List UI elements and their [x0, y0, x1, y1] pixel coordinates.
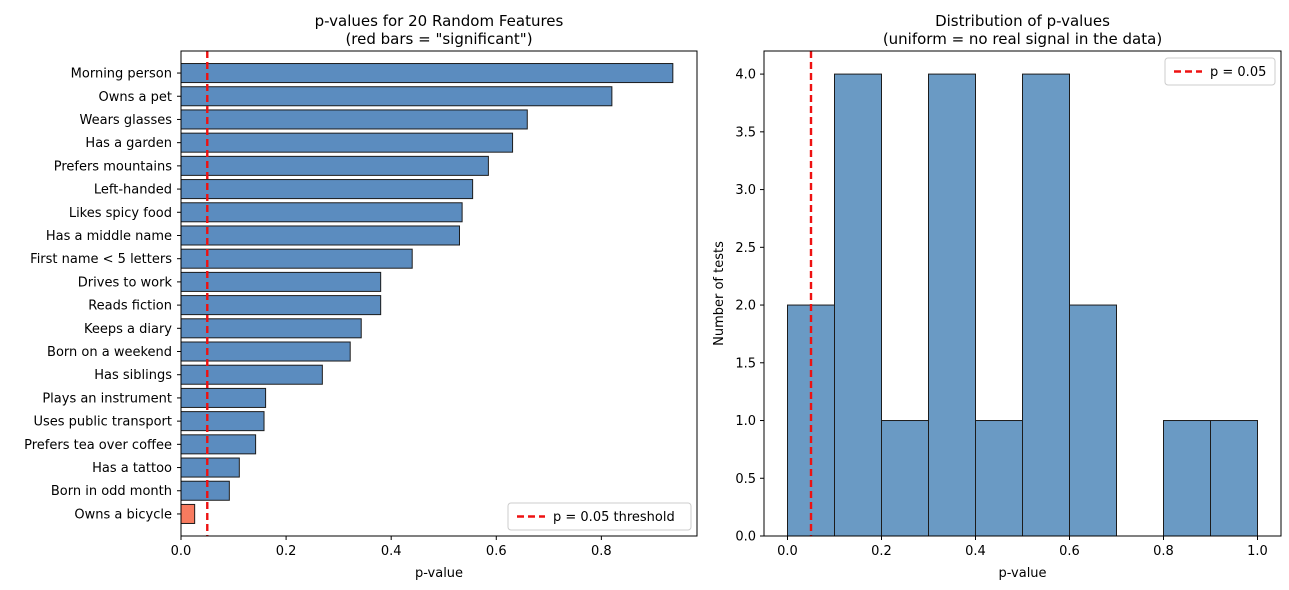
y-tick-label: First name < 5 letters — [30, 252, 172, 267]
x-axis-label: p-value — [415, 566, 463, 581]
y-tick-label: Likes spicy food — [69, 206, 172, 221]
y-tick-label: Drives to work — [78, 275, 173, 290]
y-tick-label: Prefers tea over coffee — [24, 438, 172, 453]
chart-title-line: p-values for 20 Random Features — [315, 12, 564, 30]
y-tick-label: Owns a bicycle — [74, 507, 172, 522]
x-axis-label: p-value — [998, 566, 1046, 581]
histogram-bar — [1210, 420, 1258, 537]
y-tick-label: 0.0 — [735, 530, 756, 545]
y-axis-label: Number of tests — [712, 241, 727, 346]
y-tick-label: Has a middle name — [46, 229, 172, 244]
y-tick-label: Uses public transport — [33, 415, 172, 430]
x-tick-label: 0.8 — [1153, 544, 1174, 559]
bar — [180, 295, 382, 316]
y-tick-label: Born in odd month — [51, 484, 172, 499]
bar — [180, 457, 240, 478]
x-tick-label: 0.8 — [591, 544, 612, 559]
y-tick-label: Prefers mountains — [54, 159, 173, 174]
bar — [180, 364, 323, 385]
x-tick-label: 0.4 — [381, 544, 402, 559]
y-tick-label: Born on a weekend — [47, 345, 172, 360]
histogram-bar — [1022, 73, 1070, 537]
bar — [180, 132, 514, 153]
x-tick-label: 0.4 — [965, 544, 986, 559]
legend-box — [1164, 57, 1276, 86]
axes-frame — [763, 50, 1282, 537]
bar — [180, 248, 413, 269]
histogram-bar — [834, 73, 882, 537]
y-tick-label: 0.5 — [735, 472, 756, 487]
legend-box — [507, 502, 692, 531]
axes-frame — [180, 50, 698, 537]
y-tick-label: 2.5 — [735, 241, 756, 256]
bar — [180, 179, 474, 200]
y-tick-label: Plays an instrument — [42, 391, 172, 406]
y-tick-label: Reads fiction — [88, 299, 172, 314]
y-tick-label: 1.0 — [735, 414, 756, 429]
bar — [180, 480, 230, 501]
x-tick-label: 0.2 — [276, 544, 297, 559]
histogram-bar — [1163, 420, 1211, 537]
x-tick-label: 0.6 — [1059, 544, 1080, 559]
y-tick-label: Owns a pet — [99, 90, 172, 105]
y-tick-label: 3.0 — [735, 183, 756, 198]
bar — [180, 202, 463, 223]
x-tick-label: 0.6 — [486, 544, 507, 559]
legend-label: p = 0.05 threshold — [553, 510, 675, 525]
bar — [180, 411, 265, 432]
x-tick-label: 0.0 — [777, 544, 798, 559]
chart-title-line: (red bars = "significant") — [345, 30, 532, 48]
y-tick-label: Keeps a diary — [84, 322, 172, 337]
y-tick-label: Has a tattoo — [92, 461, 172, 476]
y-tick-label: Wears glasses — [80, 113, 173, 128]
bar — [180, 155, 489, 176]
histogram-bar — [928, 73, 976, 537]
bar — [180, 63, 674, 84]
y-tick-label: 2.0 — [735, 299, 756, 314]
legend: p = 0.05 threshold — [507, 502, 692, 531]
bar — [180, 225, 460, 246]
bar — [180, 434, 257, 455]
bar — [180, 387, 267, 408]
x-tick-label: 1.0 — [1247, 544, 1268, 559]
chart-title-line: (uniform = no real signal in the data) — [883, 30, 1162, 48]
pvalue-bar-chart: Morning person Owns a pet Wears glasses Has… — [24, 12, 698, 581]
y-tick-label: Has siblings — [94, 368, 172, 383]
chart-title-line: Distribution of p-values — [935, 12, 1110, 30]
y-tick-label: Morning person — [71, 67, 172, 82]
y-tick-label: Left-handed — [94, 183, 172, 198]
y-tick-label: Has a garden — [85, 136, 172, 151]
bar — [180, 109, 528, 130]
bar — [180, 86, 613, 107]
histogram-bar — [881, 420, 929, 537]
x-tick-label: 0.0 — [171, 544, 192, 559]
legend-label: p = 0.05 — [1210, 65, 1266, 80]
histogram-bar — [1069, 304, 1117, 537]
bar — [180, 503, 196, 524]
x-tick-label: 0.2 — [871, 544, 892, 559]
y-tick-label: 3.5 — [735, 125, 756, 140]
y-tick-label: 1.5 — [735, 356, 756, 371]
y-tick-label: 4.0 — [735, 68, 756, 83]
bar — [180, 271, 382, 292]
legend: p = 0.05 — [1164, 57, 1276, 86]
histogram-bar — [975, 420, 1023, 537]
pvalue-histogram: 0.0 0.2 0.4 0.6 0.8 1.0 0.0 0.5 1.0 1.5 2.0 2.5 3.0 3… — [712, 12, 1282, 581]
